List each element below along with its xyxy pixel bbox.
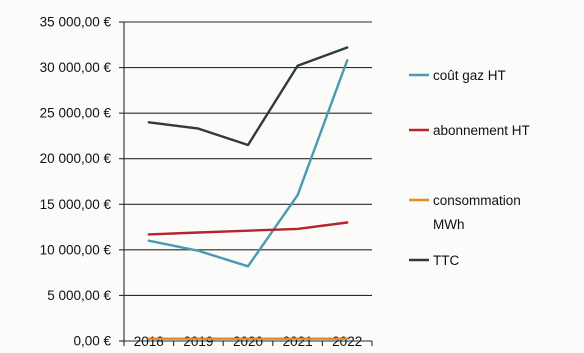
x-tick-label: 2021 bbox=[283, 334, 313, 348]
grid bbox=[124, 22, 372, 341]
legend-label: TTC bbox=[433, 253, 459, 268]
y-tick-label: 15 000,00 € bbox=[40, 197, 112, 212]
x-tick-label: 2022 bbox=[332, 334, 362, 348]
y-tick-label: 20 000,00 € bbox=[40, 151, 112, 166]
axes: 0,00 € 5 000,00 € 10 000,00 € 15 000,00 € 20… bbox=[40, 15, 372, 349]
series-line-cout-gaz-ht bbox=[149, 60, 347, 266]
y-tick-label: 25 000,00 € bbox=[40, 106, 112, 121]
x-tick-label: 2018 bbox=[134, 334, 164, 348]
series-line-ttc bbox=[149, 48, 347, 146]
y-tick-label: 35 000,00 € bbox=[40, 15, 112, 30]
x-tick-label: 2020 bbox=[233, 334, 263, 348]
legend-label: abonnement HT bbox=[433, 123, 530, 138]
legend-label: coût gaz HT bbox=[433, 68, 506, 83]
legend-label: MWh bbox=[433, 217, 465, 232]
series-line-abonnement-ht bbox=[149, 223, 347, 235]
legend-label: consommation bbox=[433, 193, 521, 208]
x-tick-label: 2019 bbox=[183, 334, 213, 348]
y-tick-label: 10 000,00 € bbox=[40, 242, 112, 257]
legend: coût gaz HT abonnement HT consommation MWh T… bbox=[409, 68, 530, 268]
y-tick-label: 5 000,00 € bbox=[47, 288, 111, 303]
y-tick-label: 30 000,00 € bbox=[40, 60, 112, 75]
y-tick-label: 0,00 € bbox=[73, 334, 111, 349]
